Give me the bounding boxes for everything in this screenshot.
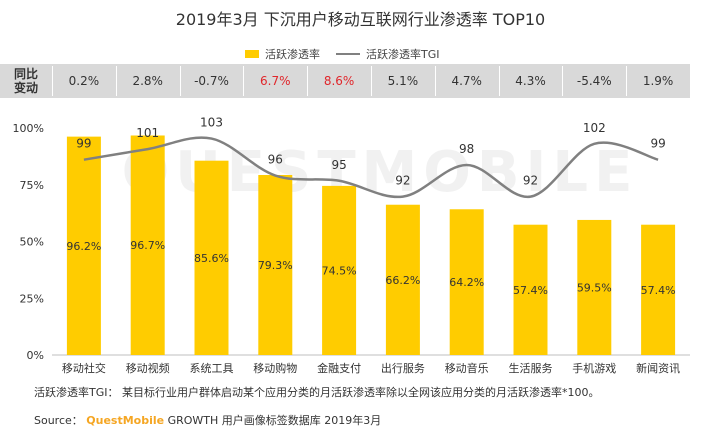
- x-tick-label: 金融支付: [317, 361, 361, 375]
- bar: [577, 219, 612, 355]
- bar: [130, 135, 165, 355]
- yoy-value: 6.7%: [260, 74, 291, 88]
- y-tick-label: 0%: [27, 349, 44, 362]
- bar: [66, 136, 101, 355]
- yoy-separator: [52, 66, 53, 96]
- legend-bar-swatch: [245, 50, 259, 58]
- yoy-separator: [243, 66, 245, 96]
- x-tick-label: 出行服务: [381, 361, 425, 375]
- x-tick-label: 移动社交: [62, 361, 106, 375]
- x-tick-label: 移动购物: [253, 361, 297, 375]
- bar: [194, 160, 229, 355]
- yoy-header-line1: 同比: [13, 67, 38, 81]
- tgi-value-label: 92: [523, 174, 538, 188]
- yoy-value: -5.4%: [576, 74, 612, 88]
- source-rest: GROWTH 用户画像标签数据库 2019年3月: [167, 414, 382, 427]
- yoy-value: 5.1%: [387, 74, 419, 88]
- y-tick-label: 100%: [13, 122, 44, 135]
- bar-value-label: 66.2%: [385, 274, 420, 287]
- chart-title: 2019年3月 下沉用户移动互联网行业渗透率 TOP10: [175, 10, 546, 29]
- bar-value-label: 57.4%: [513, 284, 548, 297]
- x-tick-label: 手机游戏: [572, 361, 616, 375]
- bar-value-label: 96.2%: [66, 240, 101, 253]
- yoy-value: 4.3%: [515, 74, 546, 88]
- yoy-separator: [115, 66, 117, 96]
- yoy-value: 0.2%: [68, 74, 100, 88]
- tgi-value-label: 96: [268, 153, 283, 167]
- x-tick-label: 新闻资讯: [636, 361, 680, 375]
- yoy-value: -0.7%: [194, 74, 229, 88]
- bar-value-label: 74.5%: [322, 264, 357, 277]
- bar: [449, 209, 484, 355]
- yoy-separator: [307, 66, 309, 96]
- source-brand: QuestMobile: [86, 414, 165, 427]
- yoy-value: 1.9%: [642, 74, 674, 88]
- source: Source： QuestMobile GROWTH 用户画像标签数据库 201…: [34, 412, 381, 428]
- tgi-line: [83, 136, 659, 199]
- yoy-separator: [498, 66, 500, 96]
- tgi-value-label: 98: [459, 142, 474, 156]
- bar-value-label: 64.2%: [449, 276, 484, 289]
- y-tick-label: 75%: [20, 179, 44, 192]
- yoy-separator: [179, 66, 181, 96]
- yoy-separator: [626, 66, 628, 96]
- yoy-value: 4.7%: [451, 74, 482, 88]
- bar: [385, 204, 420, 355]
- bar-value-label: 85.6%: [194, 252, 229, 265]
- x-tick-label: 移动视频: [126, 361, 170, 375]
- bar-value-label: 79.3%: [258, 259, 293, 272]
- yoy-separator: [371, 66, 372, 96]
- legend-line-label: 活跃渗透率TGI: [366, 48, 440, 61]
- legend: 活跃渗透率 活跃渗透率TGI: [245, 46, 440, 62]
- bar: [322, 185, 357, 355]
- yoy-row: [0, 64, 690, 98]
- bar-value-label: 96.7%: [130, 239, 165, 252]
- x-tick-label: 系统工具: [190, 362, 234, 375]
- legend-bar-label: 活跃渗透率: [265, 48, 320, 61]
- legend-line-swatch: [336, 53, 360, 55]
- yoy-header: 同比 变动: [0, 64, 52, 98]
- y-tick-label: 50%: [20, 236, 44, 249]
- footnote: 活跃渗透率TGI： 某目标行业用户群体启动某个应用分类的月活跃渗透率除以全网该应…: [34, 386, 600, 399]
- bar: [258, 174, 293, 355]
- bar: [641, 224, 676, 355]
- source-prefix: Source：: [34, 414, 83, 427]
- bar-value-label: 57.4%: [641, 284, 676, 297]
- x-tick-label: 生活服务: [509, 361, 553, 375]
- bar-value-label: 59.5%: [577, 281, 612, 294]
- tgi-value-label: 103: [200, 116, 223, 130]
- bar: [513, 224, 548, 355]
- yoy-value: 2.8%: [132, 74, 163, 88]
- tgi-value-label: 99: [76, 137, 91, 151]
- tgi-value-label: 99: [650, 137, 665, 151]
- yoy-header-line2: 变动: [13, 81, 38, 95]
- tgi-value-label: 102: [583, 121, 606, 135]
- tgi-value-label: 92: [395, 174, 410, 188]
- yoy-value: 8.6%: [323, 74, 355, 88]
- yoy-separator: [562, 66, 564, 96]
- x-tick-label: 移动音乐: [445, 361, 489, 375]
- tgi-value-label: 95: [331, 158, 346, 172]
- y-tick-label: 25%: [20, 292, 44, 305]
- tgi-value-label: 101: [136, 126, 159, 140]
- yoy-separator: [434, 66, 436, 96]
